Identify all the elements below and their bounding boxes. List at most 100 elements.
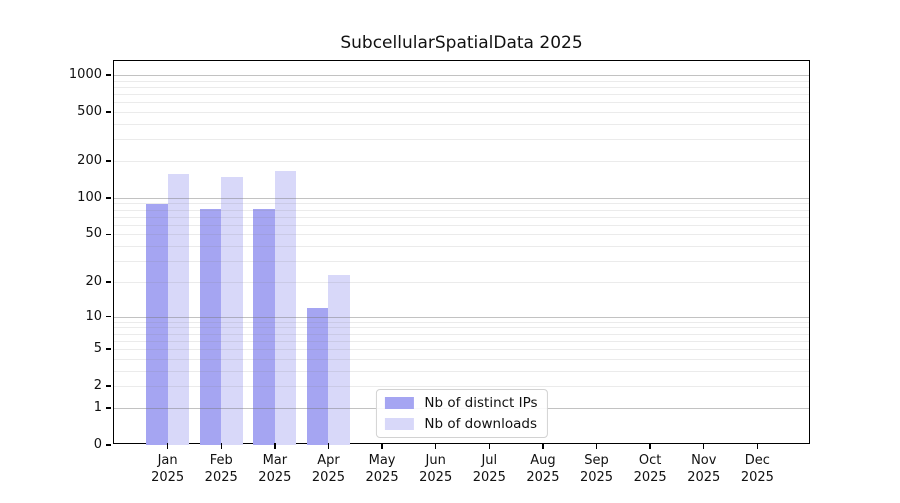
x-label-year: 2025 <box>526 470 560 486</box>
x-label-year: 2025 <box>472 470 506 486</box>
y-tick-20 <box>106 281 111 283</box>
y-tick-label-500: 500 <box>77 104 102 120</box>
gridline-2 <box>114 386 809 388</box>
x-label-month: May <box>368 453 396 469</box>
bars-layer <box>114 61 809 445</box>
x-label-year: 2025 <box>151 470 185 486</box>
y-tick-500 <box>106 111 111 113</box>
x-label-month: Mar <box>262 453 288 469</box>
y-tick-label-1: 1 <box>93 399 102 415</box>
y-tick-label-0: 0 <box>93 437 102 452</box>
x-tick-mar <box>274 443 276 449</box>
legend-item-distinct-ips: Nb of distinct IPs <box>384 395 538 411</box>
legend-item-downloads: Nb of downloads <box>384 416 537 432</box>
x-tick-label-dec: Dec 2025 <box>725 452 789 486</box>
bar-jan-distinct-ips <box>146 204 168 445</box>
gridline-50 <box>114 234 809 236</box>
bar-apr-distinct-ips <box>307 307 329 445</box>
x-label-month: Sep <box>584 453 609 469</box>
x-tick-jan <box>166 443 169 449</box>
y-axis: 0 1 2 5 10 20 50 100 200 500 1000 <box>1 61 114 452</box>
x-tick-label-jun: Jun 2025 <box>404 452 468 486</box>
y-tick-1 <box>106 407 111 409</box>
gridline-6 <box>114 340 809 342</box>
gridline-700 <box>114 94 809 96</box>
x-label-month: Feb <box>209 453 233 469</box>
gridline-900 <box>114 80 809 82</box>
x-tick-dec <box>756 443 759 449</box>
gridline-100 <box>114 197 809 199</box>
y-tick-0 <box>106 444 111 446</box>
x-label-year: 2025 <box>365 470 399 486</box>
gridline-8 <box>114 327 809 329</box>
gridline-80 <box>114 209 809 211</box>
gridline-5 <box>114 349 809 351</box>
gridline-1000 <box>114 75 809 77</box>
x-label-year: 2025 <box>258 470 292 486</box>
x-tick-label-jul: Jul 2025 <box>457 452 521 486</box>
gridline-300 <box>114 139 809 141</box>
x-axis: Jan 2025 Feb 2025 Mar 2025 Apr 2025 May 2025 Jun 20… <box>114 443 811 503</box>
bar-mar-distinct-ips <box>253 209 275 445</box>
x-tick-may <box>381 443 383 449</box>
x-tick-nov <box>703 443 705 449</box>
y-tick-label-2: 2 <box>93 378 102 394</box>
gridline-400 <box>114 124 809 126</box>
gridline-7 <box>114 333 809 335</box>
x-tick-label-feb: Feb 2025 <box>189 452 253 486</box>
x-label-year: 2025 <box>579 470 614 486</box>
x-label-month: Dec <box>744 453 770 469</box>
grid-layer <box>114 61 809 443</box>
gridline-9 <box>114 321 809 323</box>
bar-feb-distinct-ips <box>199 209 222 445</box>
gridline-90 <box>114 203 809 205</box>
x-tick-label-nov: Nov 2025 <box>672 452 736 486</box>
y-tick-label-100: 100 <box>77 189 102 205</box>
x-tick-label-sep: Sep 2025 <box>565 452 629 486</box>
bar-feb-downloads <box>221 176 243 445</box>
y-tick-2 <box>106 385 111 387</box>
x-label-year: 2025 <box>740 470 774 486</box>
gridline-600 <box>114 102 809 104</box>
x-label-month: Nov <box>691 453 717 469</box>
legend-label-downloads: Nb of downloads <box>424 416 537 432</box>
x-tick-label-apr: Apr 2025 <box>296 452 360 486</box>
bar-mar-downloads <box>274 170 297 445</box>
chart-title: SubcellularSpatialData 2025 <box>340 33 583 53</box>
y-tick-1000 <box>106 74 111 76</box>
x-label-year: 2025 <box>419 470 453 486</box>
x-tick-sep <box>595 443 598 449</box>
x-tick-aug <box>542 443 544 449</box>
x-label-month: Jun <box>425 453 446 469</box>
y-tick-10 <box>106 315 111 318</box>
x-label-month: Aug <box>530 453 556 469</box>
gridline-800 <box>114 86 809 88</box>
gridline-40 <box>114 246 809 248</box>
y-tick-label-200: 200 <box>77 153 102 169</box>
x-tick-label-mar: Mar 2025 <box>243 452 307 486</box>
x-tick-jul <box>488 443 490 449</box>
x-label-year: 2025 <box>633 470 667 486</box>
x-tick-jun <box>434 443 437 449</box>
bar-jan-downloads <box>167 173 190 445</box>
x-label-month: Apr <box>317 453 340 469</box>
gridline-20 <box>114 281 809 283</box>
legend-swatch-downloads <box>384 418 414 430</box>
y-tick-100 <box>106 197 111 199</box>
x-label-year: 2025 <box>687 470 721 486</box>
gridline-4 <box>114 358 809 360</box>
plot-area: 0 1 2 5 10 20 50 100 200 500 1000 Jan 2025 Feb 2025 Ma… <box>69 60 810 485</box>
x-label-year: 2025 <box>311 470 345 486</box>
legend: Nb of distinct IPs Nb of downloads <box>375 389 548 438</box>
x-tick-label-oct: Oct 2025 <box>618 452 682 486</box>
y-tick-200 <box>106 160 111 162</box>
y-tick-50 <box>106 233 111 236</box>
y-tick-label-10: 10 <box>85 308 102 324</box>
gridline-10 <box>114 316 809 318</box>
y-tick-label-50: 50 <box>85 226 102 242</box>
x-label-month: Jan <box>157 453 178 469</box>
x-label-month: Jul <box>481 453 498 469</box>
y-tick-label-1000: 1000 <box>68 67 102 83</box>
gridline-3 <box>114 370 809 372</box>
